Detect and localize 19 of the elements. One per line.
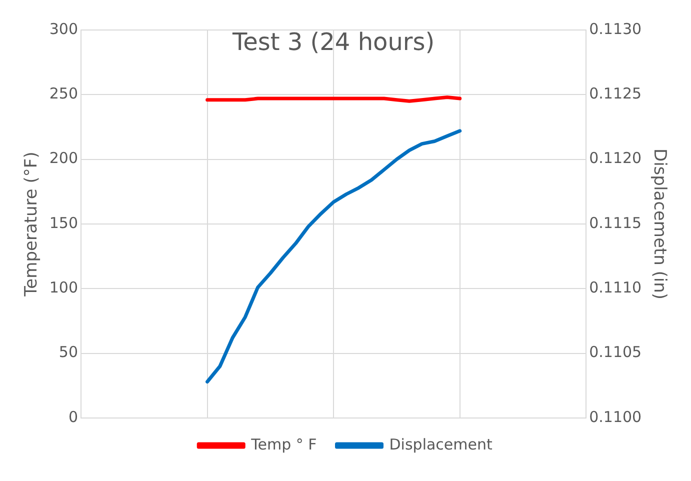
y2-axis-title: Displacemetn (in) bbox=[649, 148, 670, 300]
y2-tick-label: 0.1130 bbox=[589, 20, 642, 38]
y2-tick-label: 0.1125 bbox=[589, 84, 642, 103]
y2-tick-label: 0.1100 bbox=[589, 408, 642, 426]
y2-tick-label: 0.1105 bbox=[589, 343, 642, 362]
y-tick-label: 250 bbox=[49, 84, 78, 103]
y2-tick-label: 0.1115 bbox=[589, 214, 642, 232]
y-tick-label: 200 bbox=[49, 149, 78, 168]
y2-tick-label: 0.1110 bbox=[589, 278, 642, 297]
chart-title: Test 3 (24 hours) bbox=[231, 28, 435, 56]
legend-label: Temp ° F bbox=[250, 435, 317, 454]
y2-tick-label: 0.1120 bbox=[589, 149, 642, 168]
legend-label: Displacement bbox=[389, 435, 492, 454]
y-axis-title: Temperature (°F) bbox=[22, 152, 42, 298]
y-tick-label: 150 bbox=[49, 214, 78, 232]
y-tick-label: 0 bbox=[68, 408, 78, 426]
y-tick-label: 50 bbox=[58, 343, 78, 362]
y-tick-label: 100 bbox=[49, 278, 78, 297]
y-tick-label: 300 bbox=[49, 20, 78, 38]
